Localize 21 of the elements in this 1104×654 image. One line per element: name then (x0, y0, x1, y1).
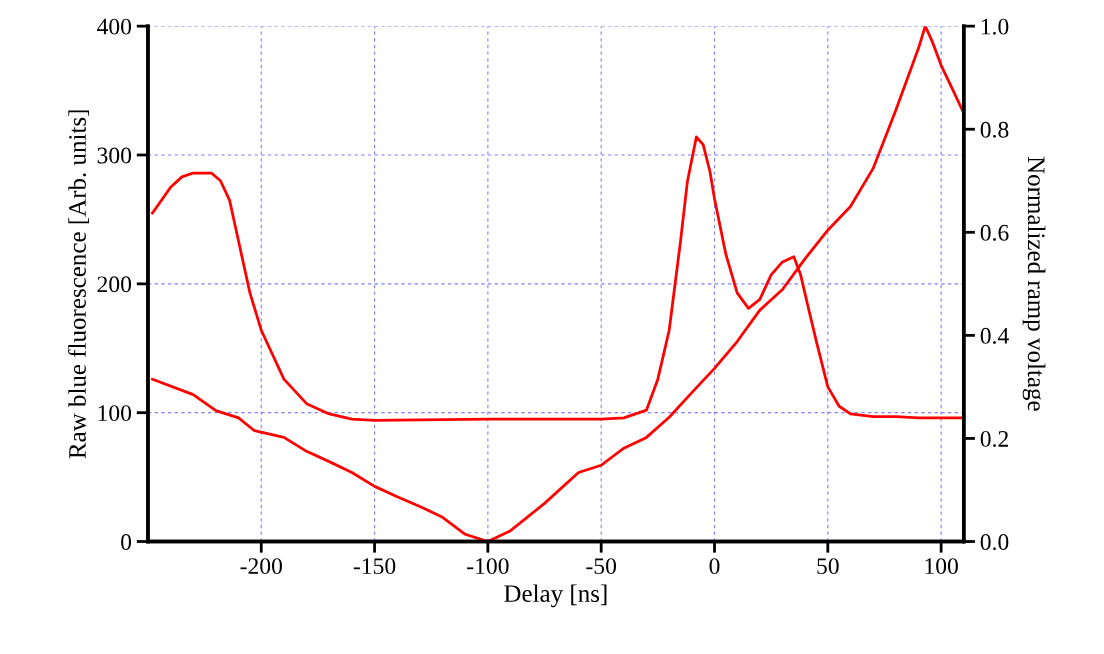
y-tick-label: 100 (98, 405, 132, 422)
y2-tick-label: 1.0 (981, 18, 1009, 35)
y2-tick-label: 0.4 (980, 327, 1009, 344)
y2-axis-title: Normalized ramp voltage (1022, 156, 1046, 411)
y-axis-title: Raw blue fluorescence [Arb. units] (68, 110, 90, 459)
x-tick-label: 100 (925, 558, 958, 575)
x-axis-title: Delay [ns] (504, 584, 607, 608)
x-tick-label: -150 (353, 558, 396, 575)
y2-tick-label: 0.8 (980, 121, 1009, 138)
y2-tick-label: 0.2 (980, 430, 1008, 447)
x-tick-label: 50 (817, 558, 839, 575)
y2-tick-label: 0.0 (980, 534, 1009, 551)
x-tick-label: -50 (586, 558, 617, 575)
y-tick-label: 300 (97, 147, 132, 164)
y-tick-label: 400 (97, 18, 132, 35)
x-tick-label: 0 (709, 558, 720, 575)
y-tick-label: 200 (97, 276, 132, 293)
x-tick-label: -200 (240, 558, 282, 575)
y2-tick-label: 0.6 (980, 224, 1009, 241)
x-tick-label: -100 (467, 558, 509, 575)
y-tick-label: 0 (121, 534, 132, 550)
